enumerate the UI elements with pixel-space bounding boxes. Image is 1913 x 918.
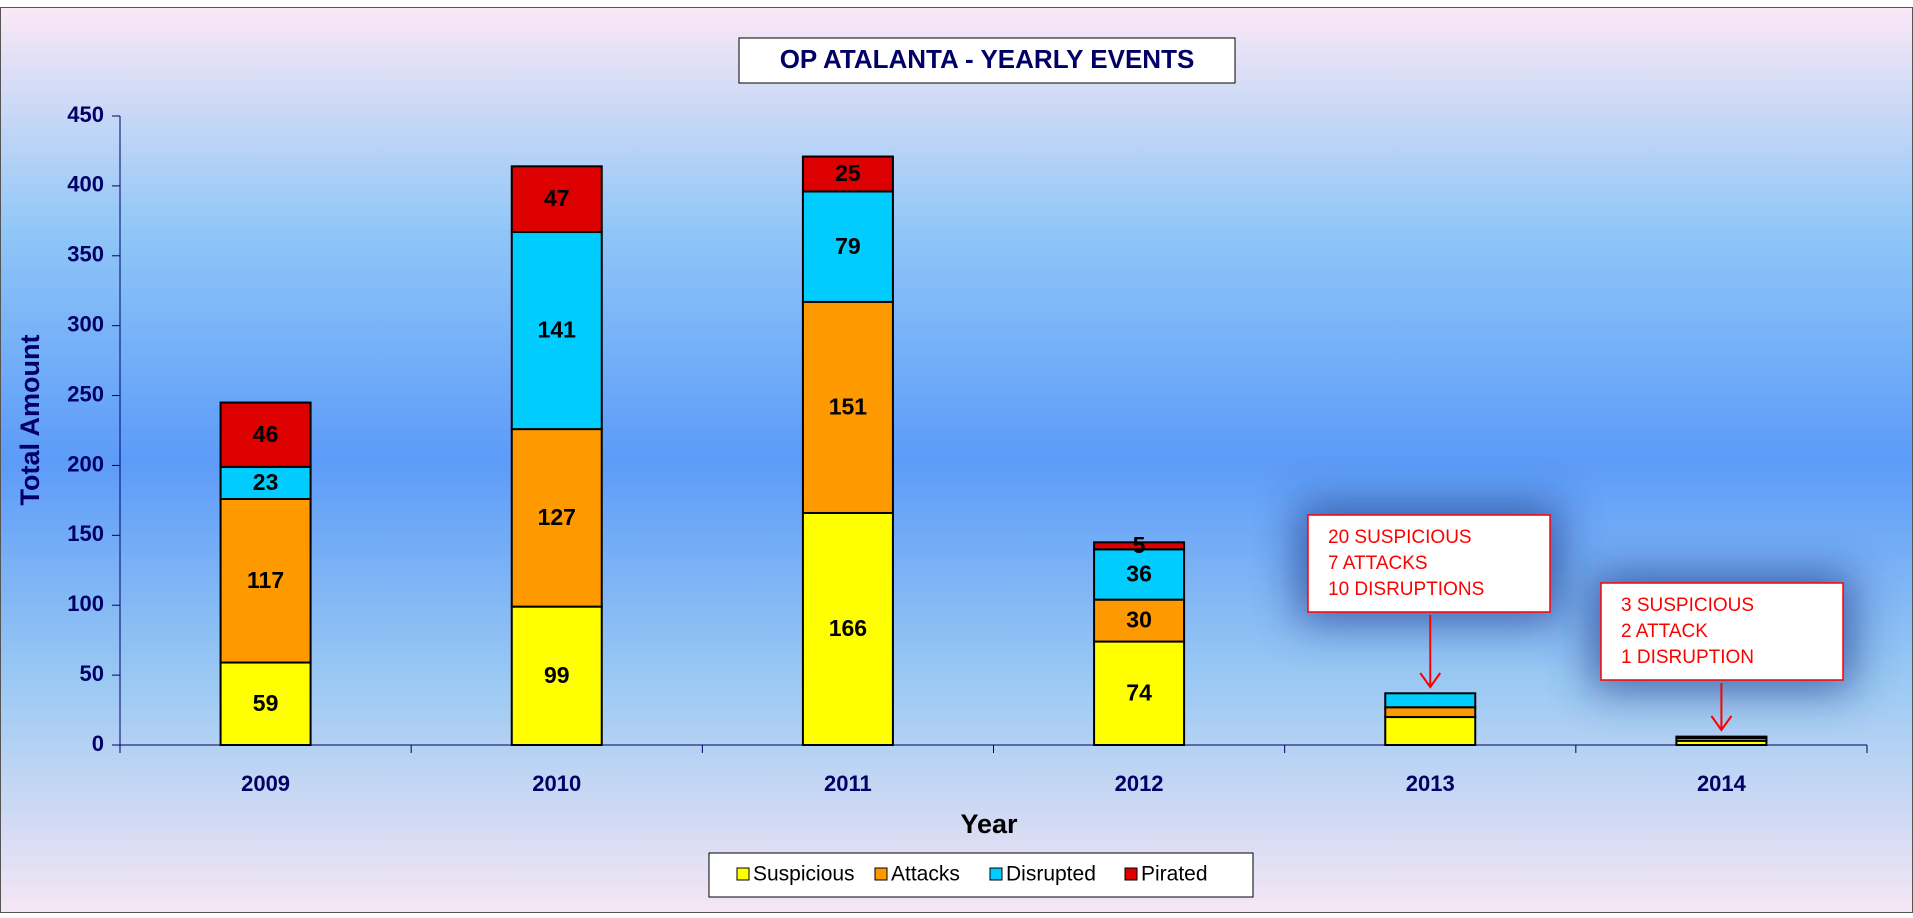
x-tick-label: 2009 — [241, 771, 290, 796]
annotation-text: 1 DISRUPTION — [1621, 647, 1754, 668]
y-tick-label: 300 — [67, 311, 104, 336]
x-axis-label: Year — [960, 809, 1018, 839]
bar-segment — [801, 190, 894, 303]
data-label: 141 — [538, 317, 577, 343]
y-tick-label: 350 — [67, 242, 104, 267]
legend-label: Disrupted — [1006, 863, 1096, 886]
bar-segment — [1093, 541, 1186, 551]
bar-segment — [1675, 735, 1768, 740]
data-label: 74 — [1126, 679, 1152, 705]
chart-title: OP ATALANTA - YEARLY EVENTS — [780, 44, 1195, 74]
data-label: 47 — [544, 185, 570, 211]
bar-segment — [219, 401, 312, 468]
data-label: 79 — [835, 233, 861, 259]
legend-label: Attacks — [891, 863, 960, 886]
y-tick-label: 400 — [67, 172, 104, 197]
bar-segment — [510, 231, 603, 431]
bar-segment — [1093, 548, 1186, 601]
bar-segment — [1384, 692, 1477, 709]
bar-segment — [510, 165, 603, 234]
y-axis-label: Total Amount — [15, 335, 45, 506]
data-label: 99 — [544, 662, 570, 688]
y-tick-label: 50 — [80, 661, 104, 686]
data-label: 127 — [538, 504, 576, 530]
data-label: 166 — [829, 615, 867, 641]
data-label: 46 — [253, 421, 279, 447]
x-tick-label: 2013 — [1406, 771, 1455, 796]
annotation-arrowhead — [1710, 715, 1733, 732]
legend-swatch — [989, 867, 1003, 881]
data-label: 30 — [1126, 607, 1152, 633]
annotation-box — [1307, 514, 1551, 613]
bar-segment — [801, 155, 894, 193]
legend-swatch — [1124, 867, 1138, 881]
legend-swatch — [736, 867, 750, 881]
bar-segment — [219, 497, 312, 664]
y-tick-label: 250 — [67, 381, 104, 406]
legend-label: Pirated — [1141, 863, 1208, 886]
x-tick-label: 2011 — [824, 771, 872, 796]
annotation-text: 2 ATTACK — [1621, 621, 1708, 642]
legend-swatch — [874, 867, 888, 881]
bar-segment — [1384, 706, 1477, 719]
data-label: 36 — [1126, 561, 1152, 587]
bar-segment — [1384, 716, 1477, 746]
data-label: 5 — [1133, 532, 1146, 558]
annotation-arrowhead — [1419, 672, 1442, 689]
data-label: 25 — [835, 160, 861, 186]
bar-segment — [219, 661, 312, 747]
data-label: 151 — [829, 394, 868, 420]
background — [0, 7, 1913, 913]
legend-box — [708, 852, 1254, 898]
data-label: 59 — [253, 690, 279, 716]
bar-segment — [801, 300, 894, 514]
bar-segment — [1093, 640, 1186, 747]
data-label: 117 — [247, 567, 284, 593]
title-box — [738, 37, 1236, 84]
x-tick-label: 2012 — [1115, 771, 1164, 796]
y-tick-label: 0 — [92, 731, 104, 756]
annotation-text: 20 SUSPICIOUS — [1328, 527, 1472, 548]
x-tick-label: 2014 — [1697, 771, 1747, 796]
legend-label: Suspicious — [753, 863, 855, 886]
y-tick-label: 200 — [67, 451, 104, 476]
y-tick-label: 100 — [67, 591, 104, 616]
bar-segment — [510, 428, 603, 608]
annotation-text: 7 ATTACKS — [1328, 553, 1428, 574]
annotation-text: 10 DISRUPTIONS — [1328, 579, 1484, 600]
annotation-text: 3 SUSPICIOUS — [1621, 595, 1754, 616]
y-tick-label: 150 — [67, 521, 104, 546]
y-tick-label: 450 — [67, 102, 104, 127]
x-tick-label: 2010 — [532, 771, 581, 796]
annotation-box — [1600, 582, 1844, 681]
data-label: 23 — [253, 469, 279, 495]
bar-segment — [801, 511, 894, 746]
bar-segment — [510, 605, 603, 746]
